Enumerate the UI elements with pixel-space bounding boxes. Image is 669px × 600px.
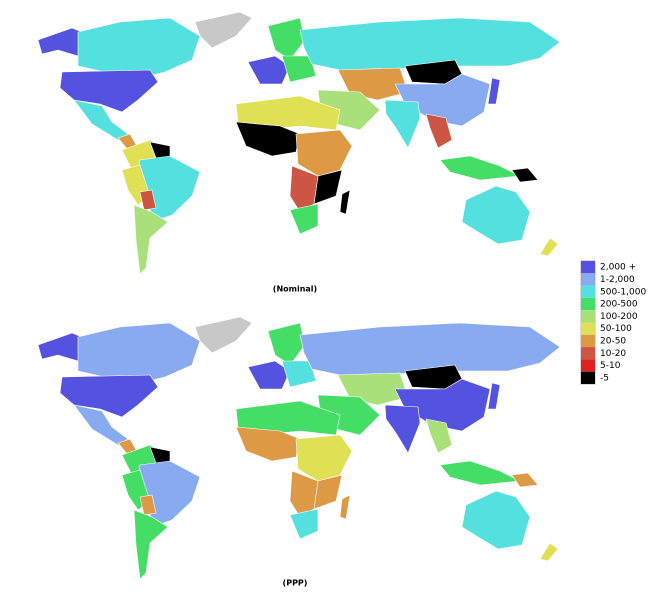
legend-label: 5-10 bbox=[600, 361, 621, 371]
legend-label: 1-2,000 bbox=[600, 275, 635, 285]
central-europe bbox=[281, 360, 317, 388]
legend: 2,000 + 1-2,000 500-1,000 200-500 100-200 50-… bbox=[580, 260, 646, 385]
south-africa bbox=[289, 508, 319, 540]
scandinavia bbox=[267, 322, 306, 366]
legend-swatch bbox=[581, 322, 595, 335]
legend-label: 50-100 bbox=[600, 324, 632, 334]
legend-swatch bbox=[581, 359, 595, 372]
russia bbox=[299, 17, 561, 73]
legend-swatch bbox=[581, 310, 595, 323]
legend-label: -5 bbox=[600, 373, 609, 383]
legend-label: 10-20 bbox=[600, 349, 626, 359]
indonesia bbox=[439, 155, 522, 181]
legend-label: 200-500 bbox=[600, 300, 638, 310]
greenland bbox=[194, 11, 253, 49]
madagascar bbox=[339, 494, 351, 520]
western-europe bbox=[247, 55, 291, 85]
mexico bbox=[73, 404, 129, 446]
central-africa bbox=[295, 434, 353, 482]
alaska bbox=[37, 332, 83, 362]
legend-swatch bbox=[581, 334, 595, 348]
usa bbox=[59, 374, 159, 418]
legend-label: 500-1,000 bbox=[600, 287, 646, 297]
bolivia bbox=[139, 189, 157, 211]
bolivia bbox=[139, 494, 157, 516]
central-europe bbox=[281, 55, 317, 83]
west-africa bbox=[235, 121, 301, 157]
canada bbox=[77, 17, 201, 79]
map-caption: (PPP) bbox=[283, 579, 308, 588]
madagascar bbox=[339, 189, 351, 215]
legend-swatch bbox=[581, 261, 595, 274]
ppp-map bbox=[37, 316, 561, 580]
scandinavia bbox=[267, 17, 306, 61]
australia bbox=[461, 490, 531, 550]
west-africa bbox=[235, 426, 301, 462]
legend-swatch bbox=[581, 347, 595, 360]
indonesia bbox=[439, 460, 522, 486]
south-africa bbox=[289, 203, 319, 235]
new-zealand bbox=[539, 237, 559, 257]
western-europe bbox=[247, 360, 291, 390]
legend-swatch bbox=[581, 371, 595, 384]
legend-label: 20-50 bbox=[600, 336, 626, 346]
nominal-map bbox=[37, 11, 561, 275]
alaska bbox=[37, 27, 83, 57]
legend-swatch bbox=[581, 273, 595, 286]
mexico bbox=[73, 99, 129, 141]
japan bbox=[487, 382, 501, 410]
australia bbox=[461, 185, 531, 245]
central-africa bbox=[295, 129, 353, 177]
png bbox=[511, 472, 539, 488]
argentina-chile bbox=[133, 204, 169, 275]
argentina-chile bbox=[133, 509, 169, 580]
greenland bbox=[194, 316, 253, 354]
india bbox=[384, 404, 421, 454]
canada bbox=[77, 322, 201, 384]
legend-label: 100-200 bbox=[600, 312, 638, 322]
legend-label: 2,000 + bbox=[600, 263, 636, 273]
japan bbox=[487, 77, 501, 105]
se-asia bbox=[425, 418, 453, 454]
usa bbox=[59, 69, 159, 113]
india bbox=[384, 99, 421, 149]
legend-swatch bbox=[581, 285, 595, 298]
legend-swatch bbox=[581, 297, 595, 311]
png bbox=[511, 167, 539, 183]
se-asia bbox=[425, 113, 453, 149]
new-zealand bbox=[539, 542, 559, 562]
russia bbox=[299, 322, 561, 378]
map-caption: (Nominal) bbox=[273, 285, 317, 294]
